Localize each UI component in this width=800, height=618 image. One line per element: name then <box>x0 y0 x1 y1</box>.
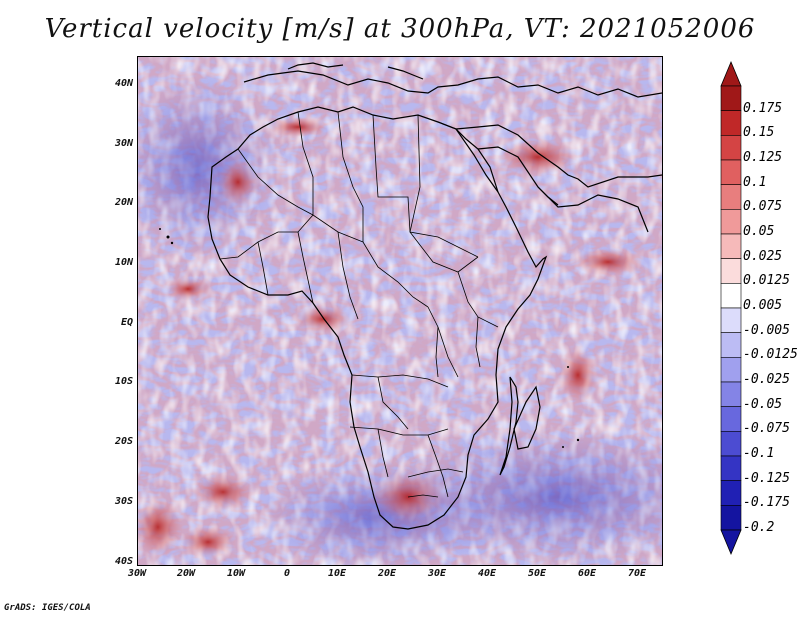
madagascar-outline <box>513 385 541 450</box>
colorbar-segment <box>720 110 742 136</box>
lon-label: 10E <box>327 568 347 579</box>
colorbar-segment <box>720 505 742 531</box>
colorbar-label: -0.0125 <box>743 347 798 363</box>
lat-label: 40S <box>114 556 133 567</box>
lon-label: 30E <box>427 568 447 579</box>
colorbar-label: 0.005 <box>743 298 783 313</box>
colorbar-label: -0.2 <box>743 520 775 535</box>
coastlines <box>207 62 662 530</box>
map-panel <box>137 56 663 566</box>
colorbar-segment <box>720 431 742 457</box>
colorbar <box>720 60 742 556</box>
lat-label: EQ <box>120 317 133 328</box>
colorbar-label: -0.005 <box>743 322 790 338</box>
colorbar-segment <box>720 159 742 185</box>
lon-label: 10W <box>226 568 246 579</box>
colorbar-segment <box>720 209 742 235</box>
colorbar-label: 0.05 <box>743 224 775 239</box>
colorbar-label: -0.175 <box>743 495 790 511</box>
islands <box>159 228 580 448</box>
lon-label: 50E <box>527 568 547 579</box>
colorbar-segment <box>720 283 742 309</box>
colorbar-segment <box>720 258 742 284</box>
colorbar-segment <box>720 233 742 259</box>
lon-label: 30W <box>127 568 147 579</box>
colorbar-segment <box>720 381 742 407</box>
colorbar-top-arrow <box>720 60 742 87</box>
colorbar-segment <box>720 480 742 506</box>
lat-label: 10N <box>114 257 133 268</box>
colorbar-label: -0.1 <box>743 446 775 461</box>
lat-label: 40N <box>114 78 133 89</box>
colorbar-segment <box>720 135 742 161</box>
colorbar-label: -0.125 <box>743 470 790 486</box>
colorbar-label: -0.075 <box>743 421 790 437</box>
colorbar-label: 0.0125 <box>743 273 790 289</box>
lon-label: 0 <box>283 568 291 579</box>
colorbar-label: -0.025 <box>743 372 790 387</box>
lat-label: 20S <box>114 436 133 447</box>
chart-title: Vertical velocity [m/s] at 300hPa, VT: 2… <box>44 14 756 44</box>
footer-credit: GrADS: IGES/COLA <box>4 603 91 613</box>
colorbar-label: 0.125 <box>743 150 783 165</box>
colorbar-label: -0.05 <box>743 396 783 412</box>
vertical-velocity-field <box>138 57 662 565</box>
lon-label: 70E <box>627 568 647 579</box>
colorbar-label: 0.175 <box>743 100 783 116</box>
colorbar-segment <box>720 357 742 383</box>
lon-label: 20W <box>176 568 196 579</box>
lon-label: 40E <box>477 568 497 579</box>
colorbar-segment <box>720 85 742 111</box>
lat-label: 30N <box>114 138 133 149</box>
colorbar-label: 0.075 <box>743 199 783 215</box>
country-borders <box>219 111 499 498</box>
colorbar-label: 0.025 <box>743 248 783 264</box>
lon-label: 60E <box>577 568 597 579</box>
lat-label: 30S <box>114 496 133 507</box>
colorbar-segment <box>720 455 742 481</box>
colorbar-segment <box>720 184 742 210</box>
lat-label: 10S <box>114 376 133 387</box>
lon-label: 20E <box>377 568 397 579</box>
colorbar-label: 0.15 <box>743 125 775 141</box>
colorbar-label: 0.1 <box>743 174 767 190</box>
colorbar-segment <box>720 332 742 358</box>
lat-label: 20N <box>114 197 133 208</box>
colorbar-segment <box>720 406 742 432</box>
colorbar-bottom-arrow <box>720 529 742 556</box>
colorbar-segment <box>720 307 742 333</box>
